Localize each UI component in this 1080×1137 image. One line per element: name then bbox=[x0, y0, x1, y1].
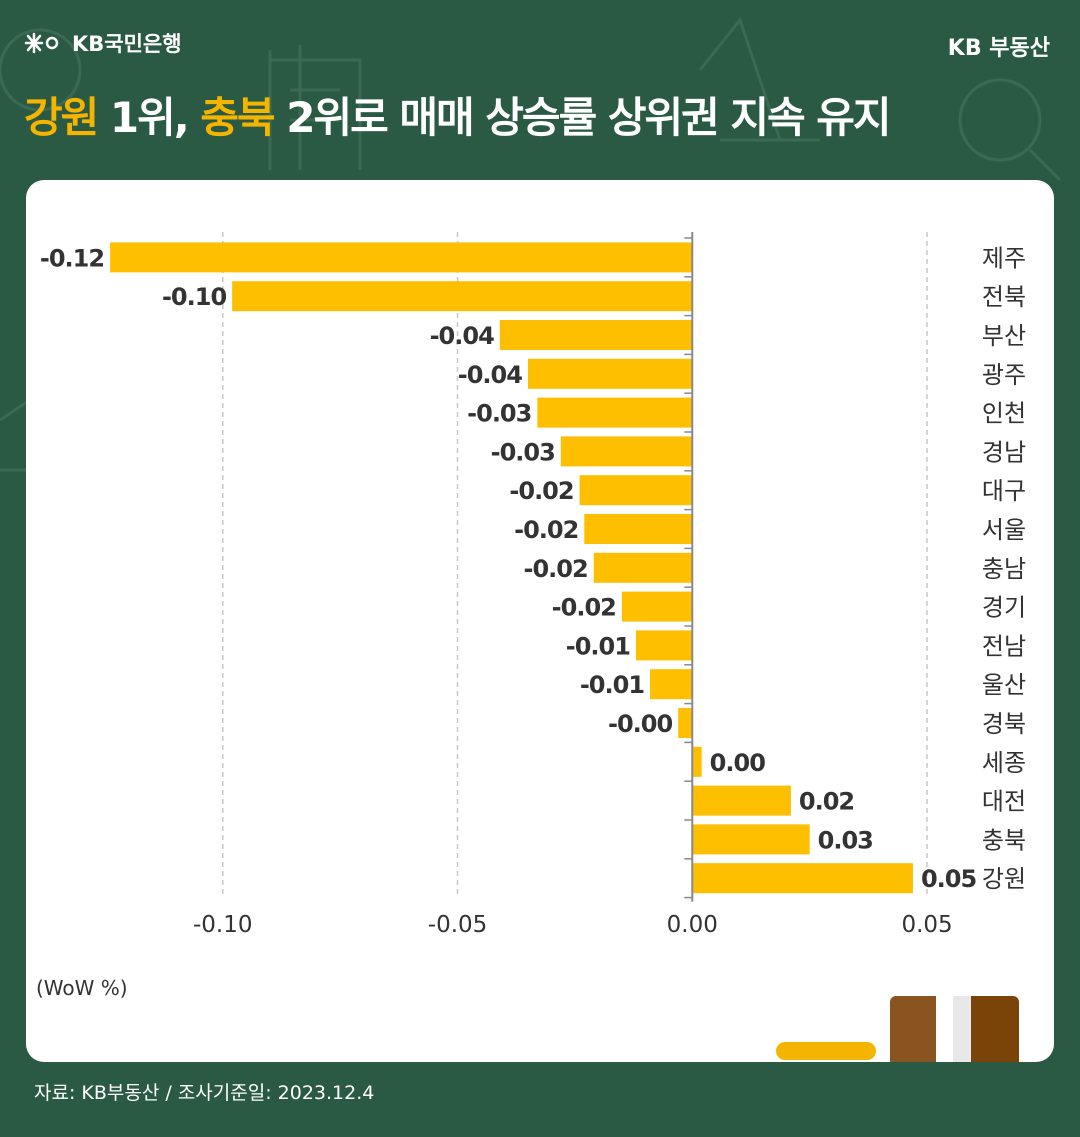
category-label: 경기 bbox=[982, 594, 1026, 622]
data-label: 0.00 bbox=[710, 749, 766, 777]
data-label: 0.03 bbox=[818, 826, 873, 854]
logo-text: KB국민은행 bbox=[72, 32, 182, 56]
bar bbox=[692, 863, 913, 894]
x-tick-label: -0.05 bbox=[428, 912, 488, 938]
decor-book-1 bbox=[890, 996, 936, 1062]
data-label: 0.02 bbox=[799, 788, 854, 816]
category-label: 충남 bbox=[982, 555, 1026, 583]
bar bbox=[650, 669, 693, 700]
category-label: 광주 bbox=[982, 361, 1026, 389]
category-label: 전북 bbox=[982, 283, 1026, 311]
x-tick-label: -0.10 bbox=[193, 912, 253, 938]
category-label: 경북 bbox=[982, 710, 1026, 738]
data-label: -0.04 bbox=[458, 361, 522, 389]
bar bbox=[621, 591, 693, 622]
category-label: 울산 bbox=[982, 671, 1026, 699]
unit-label: (WoW %) bbox=[36, 976, 128, 1000]
bar bbox=[560, 436, 693, 467]
category-label: 대구 bbox=[982, 477, 1026, 505]
brand-name: KB 부동산 bbox=[947, 36, 1050, 61]
data-label: -0.01 bbox=[580, 671, 644, 699]
data-label: -0.02 bbox=[514, 516, 578, 544]
category-label: 인천 bbox=[982, 400, 1026, 428]
bar bbox=[635, 630, 693, 661]
bar bbox=[232, 281, 693, 312]
data-label: -0.04 bbox=[430, 322, 494, 350]
x-tick-label: 0.05 bbox=[901, 912, 952, 938]
data-label: -0.10 bbox=[162, 283, 226, 311]
header: KB국민은행 KB 부동산 bbox=[0, 0, 1080, 70]
category-label: 강원 bbox=[982, 865, 1026, 893]
category-label: 서울 bbox=[982, 516, 1026, 544]
data-label: -0.02 bbox=[509, 477, 573, 505]
category-label: 전남 bbox=[982, 632, 1026, 660]
category-label: 세종 bbox=[982, 749, 1026, 777]
data-label: -0.01 bbox=[566, 632, 630, 660]
x-tick-label: 0.00 bbox=[667, 912, 718, 938]
decor-book-3 bbox=[971, 996, 1019, 1062]
bar bbox=[593, 552, 693, 583]
category-label: 제주 bbox=[982, 244, 1026, 272]
bar bbox=[584, 514, 693, 544]
data-label: 0.05 bbox=[921, 865, 977, 893]
data-label: -0.00 bbox=[608, 710, 672, 738]
page-title: 강원 1위, 충북 2위로 매매 상승률 상위권 지속 유지 bbox=[24, 84, 1064, 145]
bar bbox=[579, 475, 693, 506]
data-label: -0.12 bbox=[40, 244, 104, 272]
decor-book-2 bbox=[953, 996, 971, 1062]
data-label: -0.02 bbox=[524, 555, 588, 583]
bar bbox=[692, 824, 810, 855]
title-highlight-chungbuk: 충북 bbox=[200, 93, 275, 142]
bar bbox=[499, 320, 693, 350]
title-highlight-gangwon: 강원 bbox=[24, 93, 99, 142]
bar bbox=[692, 746, 702, 777]
title-text-1: 1위, bbox=[97, 93, 201, 142]
bar bbox=[692, 785, 791, 816]
decor-pencil bbox=[776, 1042, 876, 1060]
bar bbox=[527, 358, 693, 389]
bar bbox=[110, 242, 693, 273]
data-label: -0.02 bbox=[552, 594, 616, 622]
kb-star-icon bbox=[24, 32, 59, 54]
category-label: 충북 bbox=[982, 826, 1026, 854]
kb-logo: KB국민은행 bbox=[24, 28, 182, 58]
category-label: 경남 bbox=[982, 438, 1026, 466]
bar bbox=[537, 397, 693, 428]
category-label: 대전 bbox=[982, 788, 1026, 816]
bar bbox=[678, 708, 693, 738]
data-label: -0.03 bbox=[491, 438, 555, 466]
title-text-2: 2위로 매매 상승률 상위권 지속 유지 bbox=[273, 93, 891, 142]
data-label: -0.03 bbox=[467, 400, 531, 428]
source-note: 자료: KB부동산 / 조사기준일: 2023.12.4 bbox=[34, 1082, 375, 1104]
category-label: 부산 bbox=[982, 322, 1026, 350]
